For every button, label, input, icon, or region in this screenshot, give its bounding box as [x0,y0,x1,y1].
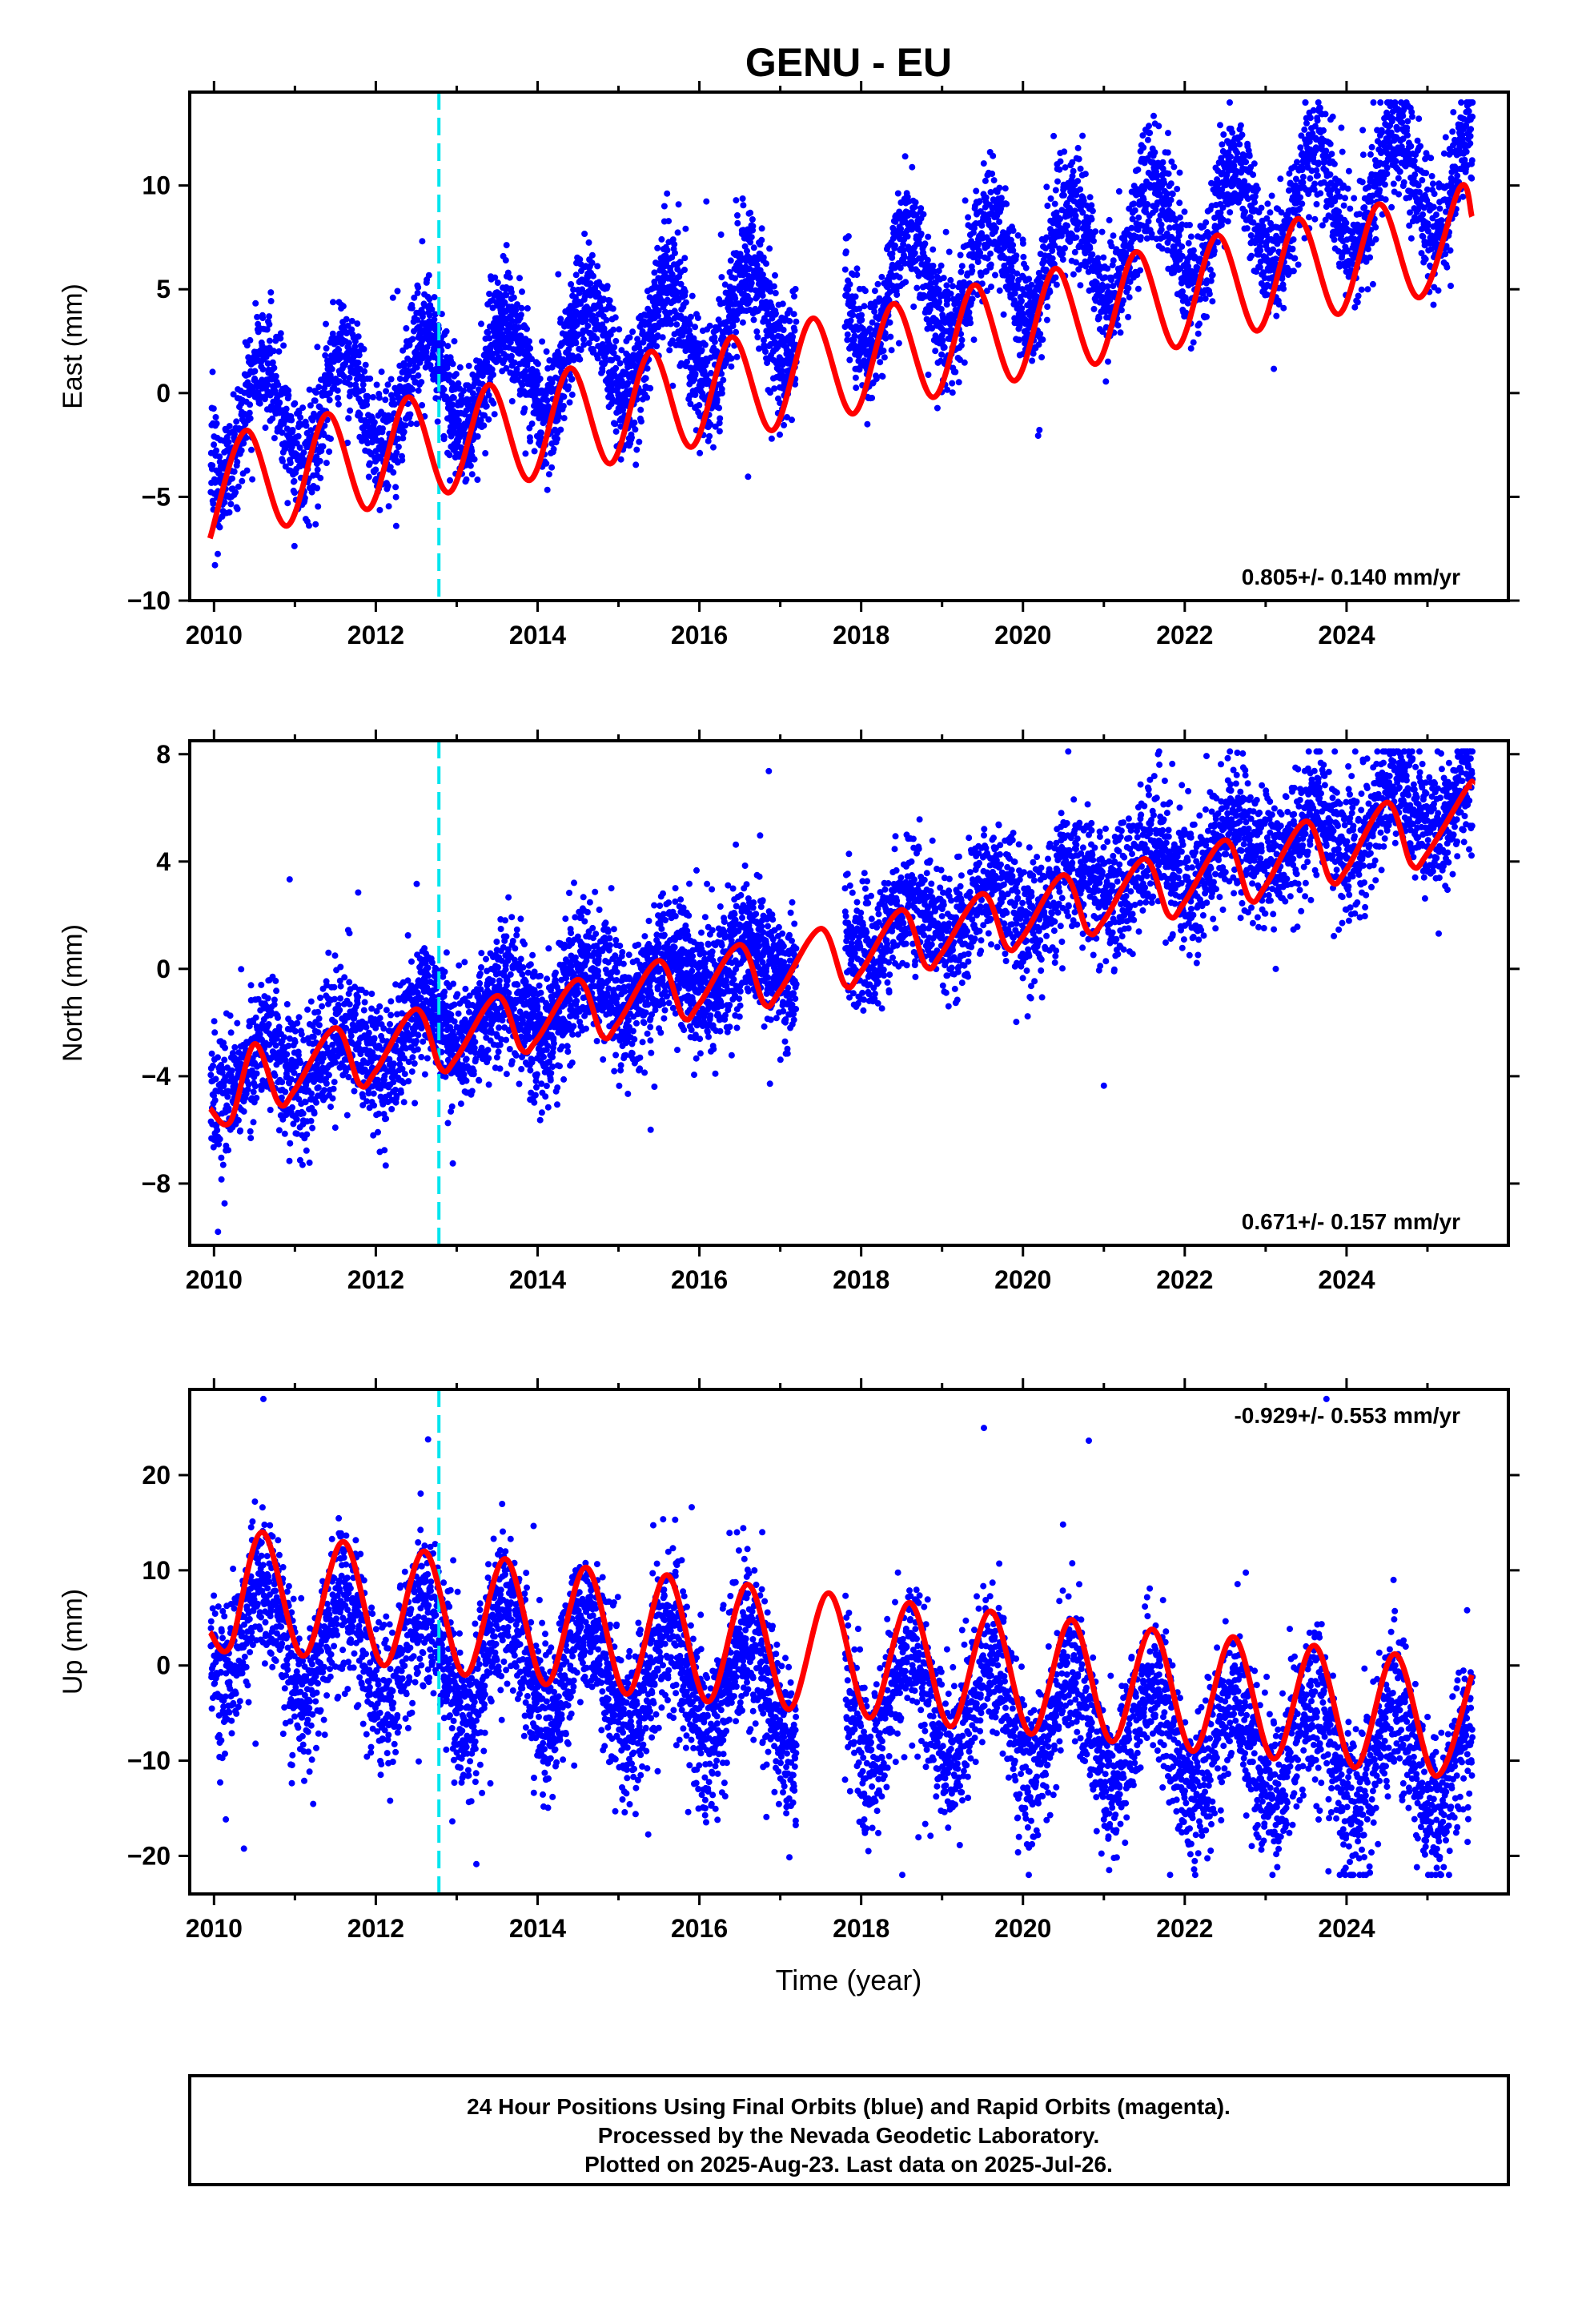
up-fit-line [207,1529,1475,1779]
east-scatter-points [207,99,1476,569]
panels: 2010 2012 2014 2016 2018 2020 2022 2024−10−5051… [58,81,1520,1943]
north-x-tick-label: 2010 [186,1265,243,1294]
up-rate-label: -0.929+/- 0.553 mm/yr [1234,1403,1460,1428]
up-scatter-points [207,1395,1476,1879]
up-y-tick-label: −20 [127,1841,171,1870]
up-x-tick-label: 2024 [1318,1914,1375,1943]
east-x-tick-label: 2024 [1318,621,1375,649]
north-y-tick-label: 8 [156,740,171,769]
east-y-tick-label: 0 [156,379,171,408]
north-scatter-points [207,748,1476,1236]
east-y-tick-label: −10 [127,586,171,615]
east-plot-frame [188,90,1510,602]
footer-frame [188,2074,1510,2186]
north-x-tick-label: 2016 [671,1265,728,1294]
footer-box: 24 Hour Positions Using Final Orbits (bl… [188,2074,1510,2186]
up-y-tick-label: 20 [142,1461,171,1490]
north-rate-label: 0.671+/- 0.157 mm/yr [1242,1209,1460,1234]
east-x-tick-label: 2014 [509,621,566,649]
up-y-tick-label: 10 [142,1556,171,1585]
up-y-axis-label: Up (mm) [58,1589,88,1695]
panel-east: 2010 2012 2014 2016 2018 2020 2022 2024 −10 −5 0 5 1… [58,81,1520,649]
north-plot-frame [188,739,1510,1247]
up-x-tick-label: 2018 [833,1914,889,1943]
east-x-tick-label: 2012 [347,621,404,649]
east-fit-line [207,182,1475,540]
up-x-tick-label: 2020 [994,1914,1051,1943]
panel-north: 2010 2012 2014 2016 2018 2020 2022 2024 −8 −4 0 4 8 N… [58,730,1520,1294]
east-y-tick-label: 10 [142,171,171,200]
east-x-tick-label: 2020 [994,621,1051,649]
east-y-axis-label: East (mm) [58,283,88,409]
east-x-tick-label: 2016 [671,621,728,649]
panel-up: 2010 2012 2014 2016 2018 2020 2022 2024 −20 −10 0 1… [58,1378,1520,1943]
footer-line-3: Plotted on 2025-Aug-23. Last data on 202… [584,2152,1113,2177]
footer-line-2: Processed by the Nevada Geodetic Laborat… [598,2123,1100,2148]
north-x-tick-label: 2014 [509,1265,566,1294]
east-x-tick-label: 2018 [833,621,889,649]
north-x-tick-label: 2022 [1156,1265,1213,1294]
north-y-axis-label: North (mm) [58,924,88,1062]
up-x-tick-label: 2012 [347,1914,404,1943]
up-plot-frame [188,1388,1510,1896]
x-axis-label: Time (year) [776,1964,922,1996]
north-x-tick-label: 2024 [1318,1265,1375,1294]
up-x-tick-label: 2022 [1156,1914,1213,1943]
east-x-tick-label: 2022 [1156,621,1213,649]
north-y-tick-label: 0 [156,955,171,983]
east-y-tick-label: 5 [156,275,171,304]
north-x-tick-label: 2020 [994,1265,1051,1294]
up-x-tick-label: 2016 [671,1914,728,1943]
north-y-tick-label: −8 [142,1169,171,1198]
chart-title: GENU - EU [745,40,952,85]
east-rate-label: 0.805+/- 0.140 mm/yr [1242,565,1460,589]
north-x-tick-label: 2018 [833,1265,889,1294]
east-y-tick-label: −5 [142,482,171,511]
north-x-tick-label: 2012 [347,1265,404,1294]
north-y-tick-label: 4 [156,847,171,876]
up-y-tick-label: −10 [127,1747,171,1775]
footer-line-1: 24 Hour Positions Using Final Orbits (bl… [467,2094,1231,2119]
up-x-tick-label: 2014 [509,1914,566,1943]
east-x-tick-label: 2010 [186,621,243,649]
up-y-tick-label: 0 [156,1651,171,1680]
north-fit-line [207,778,1476,1128]
north-y-tick-label: −4 [142,1062,171,1091]
up-x-tick-label: 2010 [186,1914,243,1943]
